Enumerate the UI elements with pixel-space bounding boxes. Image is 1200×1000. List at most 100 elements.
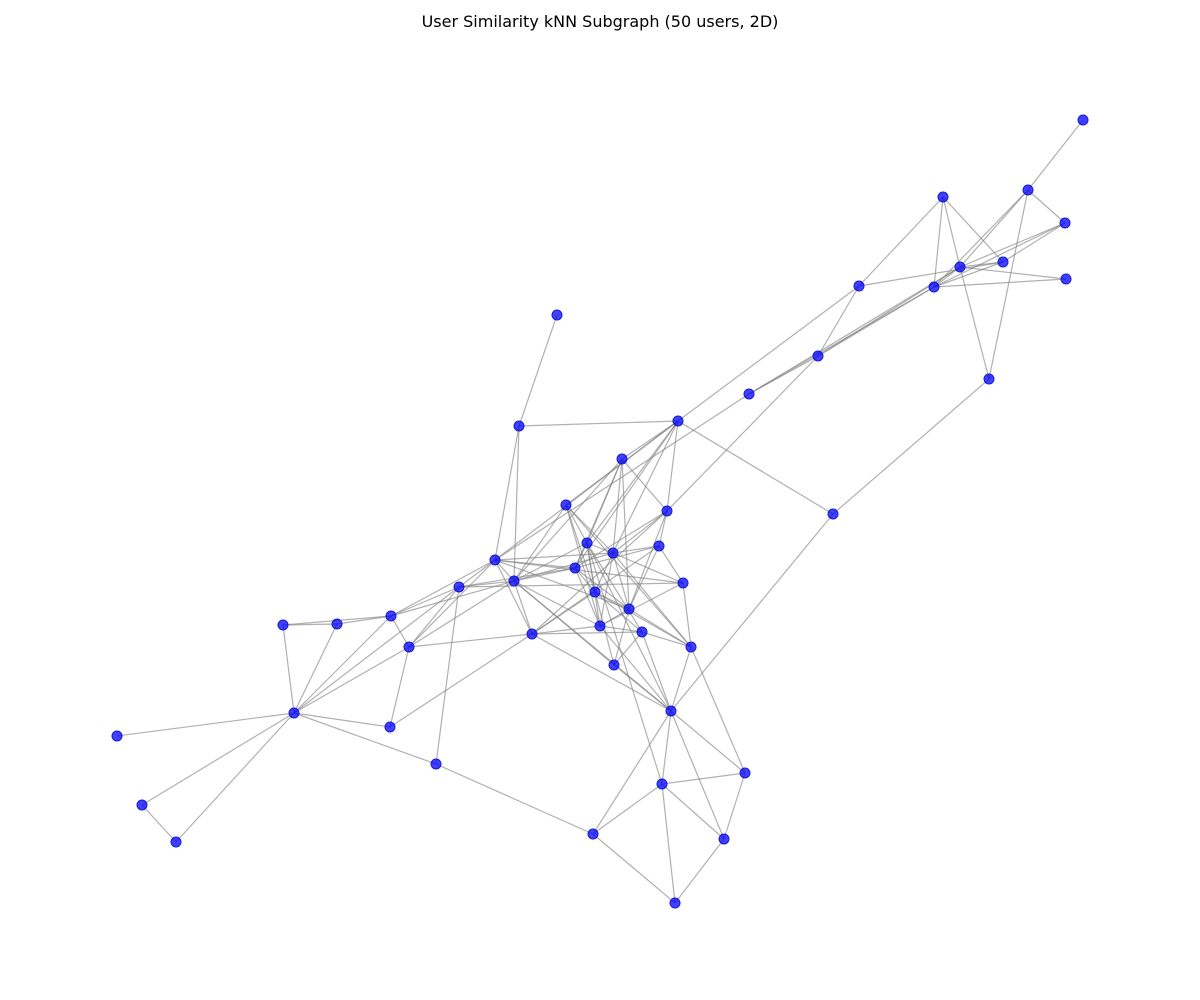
graph-edge: [408, 586, 460, 648]
graph-edge: [682, 582, 692, 648]
graph-edge: [661, 783, 725, 840]
graph-edge: [574, 510, 668, 569]
graph-edge: [141, 712, 295, 806]
user-node: [589, 586, 601, 598]
user-node: [827, 508, 839, 520]
graph-edge: [641, 631, 692, 648]
user-node: [594, 620, 606, 632]
graph-edge: [1002, 222, 1066, 263]
graph-edge: [513, 542, 588, 582]
graph-edge: [408, 559, 496, 648]
graph-edge: [613, 608, 630, 666]
graph-edge: [658, 545, 684, 584]
user-node: [1059, 217, 1071, 229]
graph-edge: [621, 458, 668, 512]
graph-edge: [494, 559, 630, 610]
graph-edge: [723, 772, 746, 840]
graph-edge: [677, 285, 860, 422]
graph-edge: [666, 355, 819, 512]
user-node: [560, 499, 572, 511]
user-node: [812, 350, 824, 362]
graph-edge: [293, 712, 437, 765]
graph-edge: [531, 633, 672, 712]
graph-edge: [748, 266, 961, 395]
user-node: [587, 828, 599, 840]
graph-edge: [574, 545, 660, 569]
graph-edge: [612, 510, 668, 554]
graph-edge: [494, 425, 520, 561]
graph-edge: [858, 196, 944, 287]
user-node: [607, 547, 619, 559]
graph-edge: [933, 196, 944, 288]
graph-edge: [586, 542, 672, 712]
user-node: [661, 505, 673, 517]
user-node: [718, 833, 730, 845]
user-node: [928, 281, 940, 293]
graph-edge: [959, 222, 1066, 268]
graph-edge: [282, 623, 338, 626]
graph-edge: [641, 631, 672, 712]
graph-edge: [293, 623, 338, 714]
graph-edge: [858, 261, 1004, 287]
graph-edge: [389, 646, 410, 728]
graph-edge: [282, 624, 295, 714]
user-node: [385, 610, 397, 622]
user-node: [551, 309, 563, 321]
user-node: [672, 415, 684, 427]
graph-edge: [586, 420, 679, 544]
user-node: [581, 537, 593, 549]
graph-edge: [494, 559, 533, 635]
user-node: [331, 618, 343, 630]
graph-edge: [574, 567, 630, 610]
graph-edge: [933, 261, 1004, 288]
graph-edge: [599, 582, 684, 627]
graph-edge: [390, 586, 460, 617]
graph-edge: [748, 286, 935, 395]
graph-edge: [942, 196, 961, 268]
graph-edge: [458, 559, 496, 588]
graph-edge: [293, 615, 392, 714]
user-node: [623, 603, 635, 615]
graph-edge: [458, 580, 515, 588]
graph-edge: [670, 710, 725, 840]
graph-edge: [1027, 119, 1084, 191]
edge-layer: [116, 119, 1084, 904]
user-node: [569, 562, 581, 574]
graph-edge: [666, 420, 679, 512]
graph-edge: [613, 664, 672, 712]
graph-edge: [175, 712, 295, 843]
graph-edge: [599, 625, 643, 633]
user-node: [954, 261, 966, 273]
graph-edge: [942, 196, 1004, 263]
user-node: [669, 897, 681, 909]
graph-edge: [933, 278, 1067, 288]
graph-edge: [658, 510, 668, 547]
graph-edge: [435, 586, 460, 765]
graph-edge: [408, 633, 533, 648]
graph-edge: [293, 586, 460, 714]
user-node: [636, 626, 648, 638]
graph-edge: [513, 425, 520, 582]
user-node: [489, 554, 501, 566]
user-node: [853, 280, 865, 292]
user-node: [1022, 184, 1034, 196]
user-node: [513, 420, 525, 432]
graph-edge: [959, 266, 1067, 280]
graph-edge: [661, 772, 746, 785]
graph-edge: [599, 552, 614, 627]
graph-edge: [1027, 189, 1066, 224]
graph-edge: [748, 355, 819, 395]
graph-edge: [408, 580, 515, 648]
graph-edge: [599, 625, 672, 712]
user-node: [430, 758, 442, 770]
graph-edge: [670, 710, 746, 774]
graph-edge: [141, 804, 177, 843]
graph-edge: [612, 552, 630, 610]
user-node: [739, 767, 751, 779]
user-node: [384, 721, 396, 733]
user-node: [997, 256, 1009, 268]
graph-edge: [574, 458, 623, 569]
user-node: [677, 577, 689, 589]
